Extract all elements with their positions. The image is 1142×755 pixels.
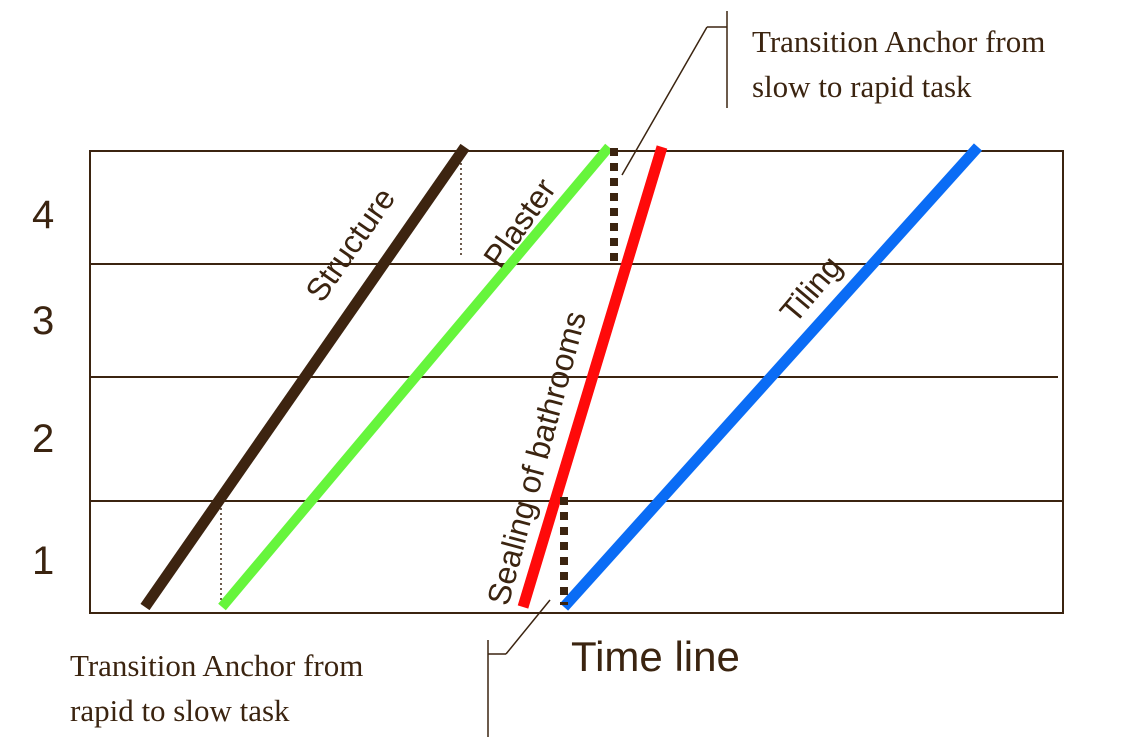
annotation-rapid-to-slow-line2: rapid to slow task bbox=[70, 693, 290, 728]
floor-label-1: 1 bbox=[32, 539, 54, 583]
chart-frame bbox=[89, 150, 1064, 614]
callout-leader-bottom-diagonal bbox=[505, 599, 551, 655]
floor-label-4: 4 bbox=[32, 193, 54, 237]
tiling-label: Tiling bbox=[773, 249, 849, 330]
callout-leader-top-diagonal bbox=[621, 26, 708, 176]
floor-label-2: 2 bbox=[32, 417, 54, 461]
time-axis-label: Time line bbox=[571, 633, 740, 680]
annotation-rapid-to-slow-line1: Transition Anchor from bbox=[70, 648, 363, 683]
sealing-task-line bbox=[517, 145, 668, 609]
annotation-slow-to-rapid-line1: Transition Anchor from bbox=[752, 24, 1045, 59]
plaster-task-line bbox=[218, 143, 613, 611]
tiling-task-line bbox=[559, 143, 983, 611]
annotation-slow-to-rapid-line2: slow to rapid task bbox=[752, 69, 972, 104]
structure-task-line bbox=[140, 143, 470, 611]
structure-label: Structure bbox=[298, 181, 402, 308]
floor-label-3: 3 bbox=[32, 299, 54, 343]
